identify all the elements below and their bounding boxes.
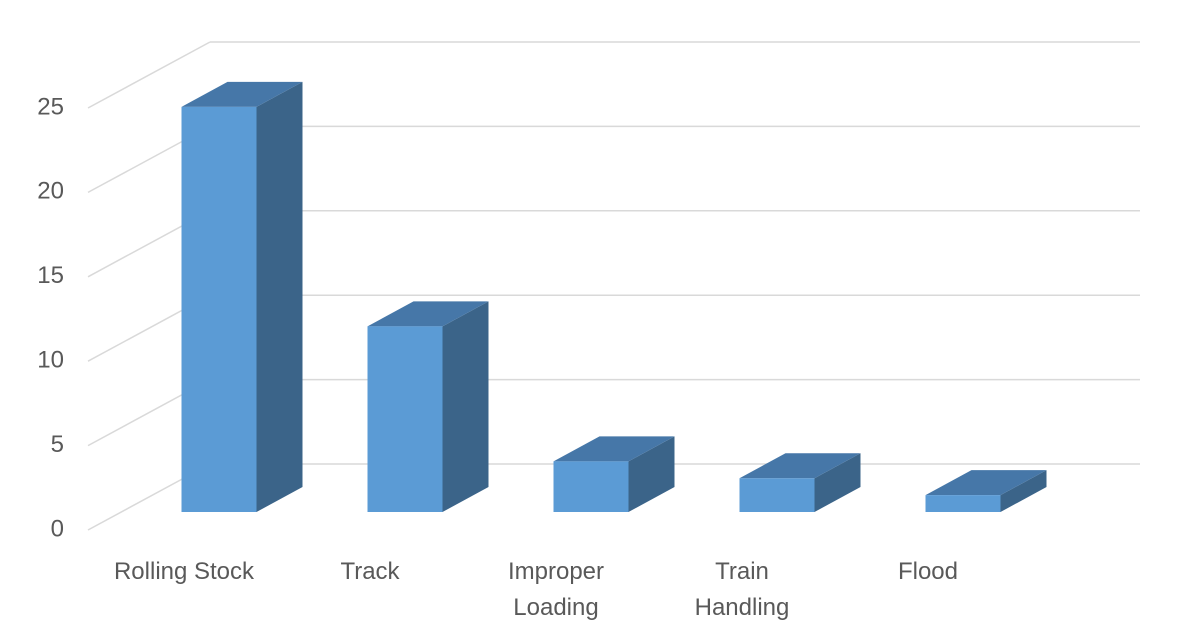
bar-side: [442, 301, 489, 512]
bar-side: [814, 453, 861, 512]
y-tick-label: 25: [37, 93, 64, 120]
y-tick-label: 15: [37, 262, 64, 289]
bar: [739, 478, 815, 512]
bar-top: [181, 81, 303, 107]
y-tick-label: 0: [51, 515, 64, 542]
bar-top: [739, 453, 861, 479]
grid-line-side: [87, 41, 211, 109]
bar: [925, 495, 1001, 512]
bar: [367, 326, 443, 512]
x-tick-label: Flood: [897, 558, 959, 585]
y-tick-label: 20: [37, 178, 64, 205]
x-tick-label: Track: [340, 558, 400, 585]
y-tick-label: 10: [37, 347, 64, 374]
x-tick-label: Rolling Stock: [113, 558, 255, 585]
bar: [553, 461, 629, 512]
bar-side: [628, 436, 675, 512]
bar-top: [553, 436, 675, 462]
bar: [181, 106, 257, 512]
x-tick-label: Train Handling: [694, 558, 790, 621]
y-tick-label: 5: [51, 431, 64, 458]
bar-side: [256, 81, 303, 512]
x-tick-label: Improper Loading: [507, 558, 605, 621]
bar-side: [1000, 470, 1047, 512]
bar-top: [367, 301, 489, 327]
bar-top: [925, 470, 1047, 496]
